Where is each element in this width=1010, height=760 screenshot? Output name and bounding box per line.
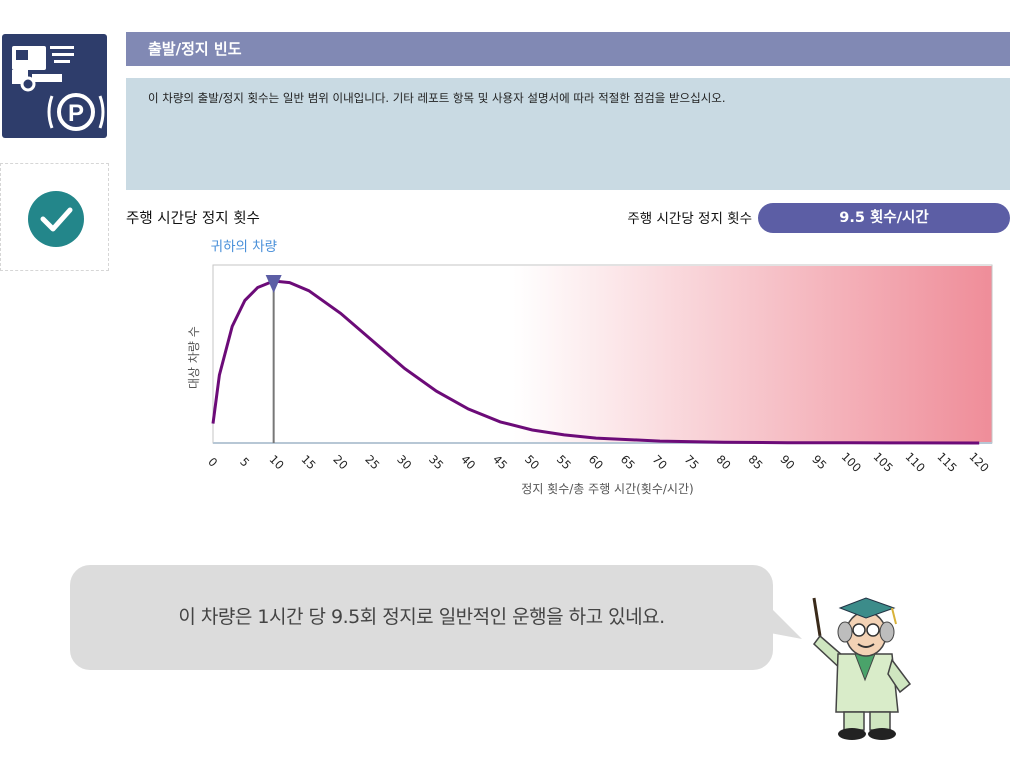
speech-bubble-text: 이 차량은 1시간 당 9.5회 정지로 일반적인 운행을 하고 있네요. bbox=[178, 606, 665, 628]
x-tick-labels: 0 5 10 15 20 25 30 35 40 45 50 55 60 65 70 75 80 85 90 95 10… bbox=[205, 449, 991, 474]
x-axis-label: 정지 횟수/총 주행 시간(횟수/시간) bbox=[521, 481, 693, 496]
x-tick-label: 0 bbox=[205, 455, 220, 470]
x-tick-label: 80 bbox=[714, 452, 734, 472]
check-circle-icon bbox=[28, 191, 84, 247]
description-panel: 이 차량의 출발/정지 횟수는 일반 범위 이내입니다. 기타 레포트 항목 및… bbox=[126, 78, 1010, 190]
distribution-chart-svg: 귀하의 차량 대상 차량 수 정지 횟수/총 주행 시간(횟수/시간) 0 5 10… bbox=[187, 239, 993, 496]
description-text: 이 차량의 출발/정지 횟수는 일반 범위 이내입니다. 기타 레포트 항목 및… bbox=[148, 91, 726, 105]
risk-gradient-zone bbox=[513, 266, 992, 443]
professor-pointer-icon bbox=[812, 597, 912, 740]
status-check-panel bbox=[0, 163, 109, 271]
x-tick-label: 25 bbox=[362, 452, 382, 472]
x-tick-label: 90 bbox=[777, 452, 797, 472]
x-tick-label: 60 bbox=[586, 452, 606, 472]
truck-parking-icon: P bbox=[2, 34, 107, 138]
x-tick-label: 65 bbox=[618, 452, 638, 472]
x-tick-label: 10 bbox=[267, 452, 287, 472]
x-tick-label: 55 bbox=[554, 452, 574, 472]
x-tick-label: 20 bbox=[330, 452, 350, 472]
distribution-chart: 귀하의 차량 대상 차량 수 정지 횟수/총 주행 시간(횟수/시간) 0 5 10… bbox=[170, 230, 1010, 505]
x-tick-label: 5 bbox=[237, 455, 252, 470]
x-tick-label: 15 bbox=[298, 452, 318, 472]
metric-label-left: 주행 시간당 정지 횟수 bbox=[126, 211, 260, 227]
section-title: 출발/정지 빈도 bbox=[126, 32, 1010, 66]
x-tick-label: 110 bbox=[902, 449, 927, 474]
x-tick-label: 100 bbox=[839, 449, 864, 474]
y-axis-label: 대상 차량 수 bbox=[187, 326, 201, 389]
metric-value-badge: 9.5 횟수/시간 bbox=[758, 203, 1010, 233]
x-tick-label: 35 bbox=[426, 452, 446, 472]
speech-bubble: 이 차량은 1시간 당 9.5회 정지로 일반적인 운행을 하고 있네요. bbox=[70, 565, 773, 670]
distribution-curve bbox=[211, 279, 980, 445]
x-tick-label: 75 bbox=[682, 452, 702, 472]
x-tick-label: 95 bbox=[809, 452, 829, 472]
x-tick-label: 115 bbox=[934, 449, 959, 474]
marker-label: 귀하의 차량 bbox=[211, 239, 277, 255]
x-tick-label: 30 bbox=[394, 452, 414, 472]
x-tick-label: 120 bbox=[966, 449, 991, 474]
x-tick-label: 40 bbox=[458, 452, 478, 472]
metric-label-right: 주행 시간당 정지 횟수 bbox=[627, 211, 752, 227]
x-tick-label: 70 bbox=[650, 452, 670, 472]
marker-triangle bbox=[265, 275, 282, 293]
x-tick-label: 50 bbox=[522, 452, 542, 472]
x-tick-label: 105 bbox=[871, 449, 896, 474]
x-tick-label: 45 bbox=[490, 452, 510, 472]
x-tick-label: 85 bbox=[745, 452, 765, 472]
speech-bubble-tail bbox=[770, 607, 802, 639]
svg-text:P: P bbox=[68, 100, 84, 127]
